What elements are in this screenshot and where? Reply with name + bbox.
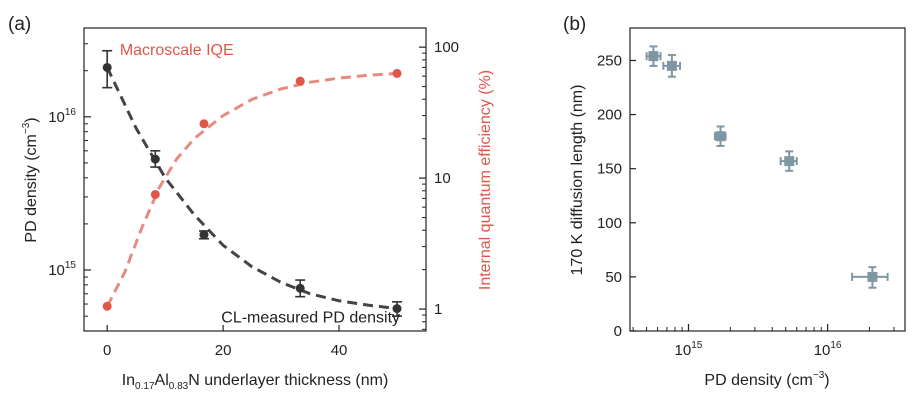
right-y-tick-label-a: 100: [434, 39, 459, 56]
fit-curve-right: [105, 71, 398, 307]
data-point-diffusion-length: [648, 51, 659, 62]
data-point-iqe: [150, 189, 160, 199]
left-y-axis-title-a: PD density (cm−3): [21, 117, 40, 242]
plot-frame-b: [629, 27, 906, 332]
panel-b: (b) 1015 1016 0 50 100 150 200 250 PD density …: [563, 14, 906, 389]
x-ticks-a: 0 20 40: [103, 325, 347, 359]
data-point-pd-density: [295, 283, 305, 293]
data-point-pd-density: [150, 154, 160, 164]
data-marks-b: [645, 45, 889, 289]
data-point-diffusion-length: [666, 60, 677, 71]
x-tick-label-a: 20: [215, 342, 232, 359]
annotation-macroscale-iqe: Macroscale IQE: [120, 42, 234, 59]
y-ticks-b: 0 50 100 150 200 250: [597, 52, 636, 340]
fit-curve-left: [105, 66, 398, 311]
left-y-ticks-a: 1016 1015: [48, 43, 91, 332]
data-point-diffusion-length: [784, 156, 795, 167]
x-tick-label-a: 0: [103, 342, 111, 359]
x-axis-title-b: PD density (cm−3): [704, 370, 829, 389]
y-axis-title-b: 170 K diffusion length (nm): [569, 85, 586, 276]
right-y-tick-label-a: 10: [434, 170, 451, 187]
data-point-iqe: [392, 68, 402, 78]
left-y-tick-label-a: 1015: [48, 260, 76, 279]
y-tick-label-b: 200: [597, 107, 622, 124]
y-tick-label-b: 100: [597, 215, 622, 232]
right-y-axis-title-a: Internal quantum efficiency (%): [477, 70, 494, 290]
x-tick-label-b: 1016: [814, 340, 842, 359]
y-tick-label-b: 50: [605, 269, 622, 286]
right-y-tick-label-a: 1: [434, 301, 442, 318]
x-tick-label-b: 1015: [675, 340, 703, 359]
annotation-cl-measured-pd-density: CL-measured PD density: [221, 309, 400, 326]
y-tick-label-b: 250: [597, 52, 622, 69]
data-point-iqe: [102, 301, 112, 311]
data-point-pd-density: [199, 230, 209, 240]
data-point-iqe: [199, 119, 209, 129]
data-point-pd-density: [102, 62, 112, 72]
data-point-pd-density: [392, 304, 402, 314]
data-point-iqe: [295, 76, 305, 86]
y-tick-label-b: 0: [614, 323, 622, 340]
x-axis-title-a: In0.17Al0.83N underlayer thickness (nm): [122, 372, 389, 392]
panel-a: (a) 0 20 40 1016 1015 1 10 100 In0.17Al0.83N …: [8, 14, 494, 392]
x-tick-label-a: 40: [331, 342, 348, 359]
fit-curves-a: [105, 66, 398, 311]
data-marks-a: [102, 49, 403, 317]
panel-label-b: (b): [563, 14, 586, 35]
left-y-tick-label-a: 1016: [48, 107, 76, 126]
data-point-diffusion-length: [715, 131, 726, 142]
right-y-ticks-a: 1 10 100: [419, 39, 459, 330]
x-ticks-b: 1015 1016: [632, 324, 895, 359]
y-tick-label-b: 150: [597, 161, 622, 178]
data-point-diffusion-length: [867, 271, 878, 282]
plot-frame-a: [83, 27, 427, 332]
panel-label-a: (a): [8, 14, 31, 35]
